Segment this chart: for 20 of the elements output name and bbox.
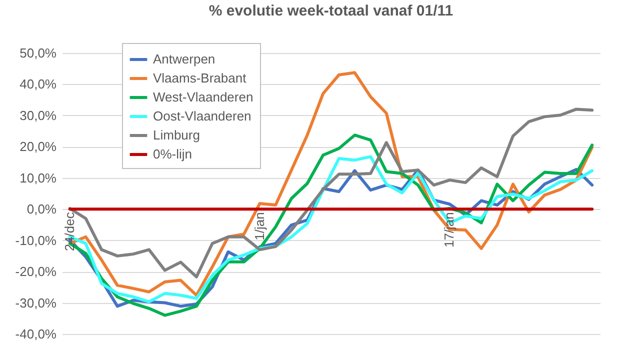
- y-tick-label: 10,0%: [20, 170, 57, 186]
- x-tick-label: 17/jan: [442, 212, 457, 248]
- y-tick-label: 40,0%: [20, 76, 57, 92]
- y-tick-label: 0,0%: [26, 202, 57, 217]
- x-tick-label: 24/dec: [62, 212, 77, 252]
- y-tick-label: -20,0%: [15, 264, 57, 280]
- legend-label: 0%-lijn: [153, 146, 192, 162]
- legend-label: Antwerpen: [153, 52, 216, 66]
- chart-title: % evolutie week-totaal vanaf 01/11: [208, 2, 454, 20]
- y-tick-label: -40,0%: [15, 326, 57, 342]
- y-tick-label: 30,0%: [20, 108, 57, 123]
- y-tick-label: -30,0%: [15, 295, 57, 310]
- y-tick-label: -10,0%: [15, 232, 57, 248]
- legend-label: Limburg: [153, 128, 200, 142]
- x-tick-label: 1/jan: [252, 212, 267, 240]
- y-tick-label: 20,0%: [20, 139, 57, 154]
- legend-label: Oost-Vlaanderen: [153, 108, 252, 124]
- y-tick-label: 50,0%: [20, 46, 57, 60]
- legend-label: Vlaams-Brabant: [153, 70, 247, 86]
- legend-label: West-Vlaanderen: [153, 90, 254, 104]
